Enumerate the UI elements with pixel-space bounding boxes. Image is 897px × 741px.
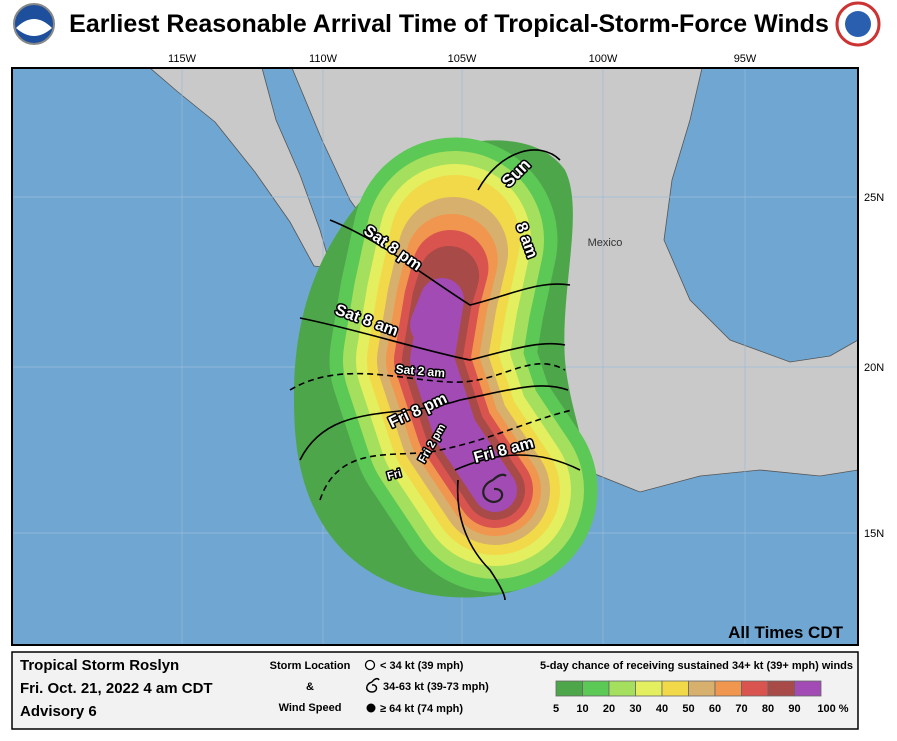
legend-swatch <box>635 680 663 697</box>
key-symbol <box>364 659 376 671</box>
key-item: < 34 kt (39 mph) <box>380 660 464 672</box>
nws-logo <box>835 1 881 47</box>
legend-label: 70 <box>735 703 747 715</box>
lon-label: 115W <box>168 53 197 65</box>
noaa-logo <box>13 3 55 45</box>
legend-swatch <box>714 680 742 697</box>
legend-label: 90 <box>788 703 800 715</box>
legend-label: 10 <box>576 703 588 715</box>
storm-name: Tropical Storm Roslyn <box>20 657 179 674</box>
legend-swatch <box>741 680 769 697</box>
lat-label: 20N <box>864 362 884 374</box>
lon-label: 110W <box>309 53 338 65</box>
key-title: Storm Location <box>270 660 351 672</box>
legend-label: 80 <box>762 703 774 715</box>
legend-swatch <box>608 680 636 697</box>
legend-swatch <box>555 680 583 697</box>
key-symbol <box>366 703 376 713</box>
legend-swatch <box>661 680 689 697</box>
legend-label: 30 <box>629 703 641 715</box>
map-frame <box>11 67 859 646</box>
legend-label: 100 % <box>817 703 848 715</box>
storm-time: Fri. Oct. 21, 2022 4 am CDT <box>20 680 213 697</box>
legend-label: 60 <box>709 703 721 715</box>
contour-label: Fri <box>386 467 403 482</box>
legend-label: 50 <box>682 703 694 715</box>
key-amp: & <box>306 681 314 693</box>
country-label: Mexico <box>588 237 623 249</box>
key-symbol <box>366 677 380 693</box>
legend-label: 20 <box>603 703 615 715</box>
legend-swatch <box>794 680 822 697</box>
key-item: 34-63 kt (39-73 mph) <box>383 681 489 693</box>
graticule <box>12 68 858 645</box>
advisory: Advisory 6 <box>20 703 97 720</box>
lon-label: 105W <box>448 53 477 65</box>
contour-label: Sat 2 am <box>395 362 445 380</box>
lat-label: 15N <box>864 528 884 540</box>
storm-symbol <box>482 473 507 504</box>
time-note: All Times CDT <box>728 623 844 642</box>
probability-title: 5-day chance of receiving sustained 34+ … <box>540 660 853 672</box>
key-item: ≥ 64 kt (74 mph) <box>380 703 463 715</box>
legend-swatch <box>688 680 716 697</box>
probability-band <box>410 278 517 512</box>
title: Earliest Reasonable Arrival Time of Trop… <box>69 10 829 38</box>
contours <box>289 149 581 601</box>
key-title: Wind Speed <box>279 702 342 714</box>
lon-label: 95W <box>734 53 757 65</box>
lon-label: 100W <box>589 53 618 65</box>
legend-swatch <box>767 680 795 697</box>
legend-label: 5 <box>553 703 559 715</box>
legend-swatch <box>582 680 610 697</box>
legend-label: 40 <box>656 703 668 715</box>
lat-label: 25N <box>864 192 884 204</box>
